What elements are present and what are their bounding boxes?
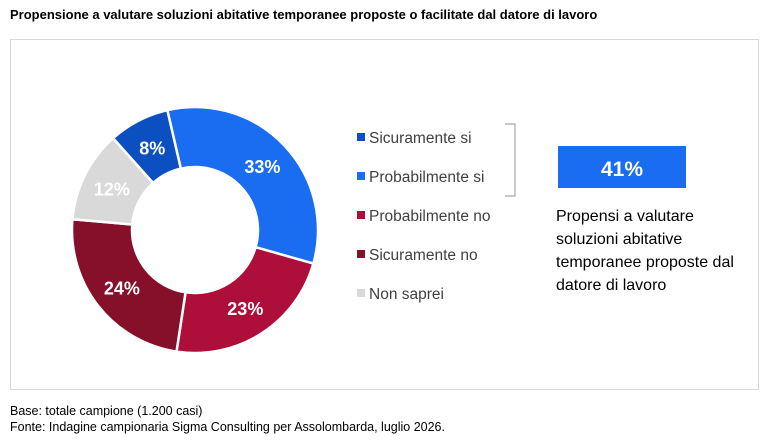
callout-value: 41% [601,158,643,181]
donut-slices [70,105,320,355]
callout-text: Propensi a valutare soluzioni abitative te… [556,208,734,294]
chart-title: Propensione a valutare soluzioni abitati… [10,7,598,22]
legend-swatch [357,172,365,180]
legend-swatch [357,289,365,297]
callout-box [558,146,686,188]
legend-bracket [505,123,516,197]
legend-label: Probabilmente no [369,208,491,225]
legend-label: Sicuramente no [369,247,478,264]
legend-label: Probabilmente si [369,169,484,186]
slice-value-label: 8% [139,138,165,158]
slice-value-label: 24% [104,278,140,298]
slice-labels: 8% 33% 23% 24% 12% [94,138,281,319]
donut-slice-sicuramente-no [70,217,187,354]
legend: Sicuramente si Probabilmente si Probabilme… [357,130,491,303]
legend-swatch [357,133,365,141]
slice-value-label: 23% [227,299,263,319]
legend-label: Non saprei [369,286,444,303]
donut-slice-non-saprei [71,136,155,226]
donut-slice-probabilmente-si [165,105,320,266]
footer-source: Fonte: Indagine campionaria Sigma Consul… [10,420,445,434]
legend-swatch [357,211,365,219]
footer: Base: totale campione (1.200 casi) Fonte… [10,403,445,435]
legend-swatch [357,250,365,258]
slice-value-label: 12% [94,179,130,199]
donut-slice-probabilmente-no [175,245,315,355]
legend-label: Sicuramente si [369,130,472,147]
footer-base: Base: totale campione (1.200 casi) [10,404,203,418]
slice-value-label: 33% [244,157,280,177]
